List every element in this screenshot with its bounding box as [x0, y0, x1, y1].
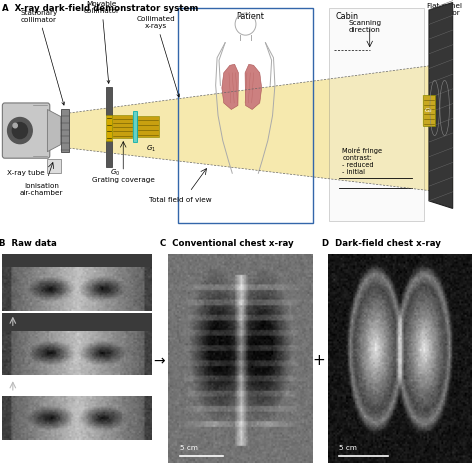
Text: +: +	[312, 353, 325, 368]
Bar	[112, 114, 132, 138]
Bar	[178, 7, 313, 224]
Text: 5 cm: 5 cm	[180, 445, 198, 451]
Text: Total field of view: Total field of view	[149, 197, 211, 203]
Bar	[423, 95, 435, 126]
Text: 5 cm: 5 cm	[339, 445, 357, 451]
Polygon shape	[69, 63, 453, 193]
Text: D  Dark-field chest x-ray: D Dark-field chest x-ray	[322, 239, 441, 248]
Bar	[137, 115, 159, 137]
Bar	[422, 95, 426, 126]
Text: B  Raw data: B Raw data	[0, 239, 57, 248]
Bar	[106, 114, 112, 140]
Bar	[61, 109, 69, 152]
Bar	[2, 312, 152, 332]
Bar	[2, 248, 152, 267]
Bar	[329, 7, 424, 221]
Polygon shape	[429, 2, 453, 208]
Bar	[106, 140, 112, 167]
Bar	[47, 159, 61, 173]
Text: X-ray tube: X-ray tube	[7, 170, 45, 176]
Polygon shape	[47, 109, 61, 152]
Text: Stationary
collimator: Stationary collimator	[20, 10, 64, 105]
Text: $\rightarrow$: $\rightarrow$	[151, 353, 166, 367]
Text: $G_0$: $G_0$	[110, 168, 120, 179]
Text: Collimated
x-rays: Collimated x-rays	[137, 16, 180, 97]
Text: Patient: Patient	[236, 12, 264, 20]
FancyBboxPatch shape	[2, 103, 50, 158]
Text: $G_2$: $G_2$	[424, 106, 434, 115]
Polygon shape	[222, 64, 238, 109]
Text: 5 cm: 5 cm	[10, 445, 27, 451]
Circle shape	[13, 123, 17, 128]
Circle shape	[12, 123, 27, 139]
Text: $G_1$: $G_1$	[146, 144, 155, 154]
Polygon shape	[245, 64, 262, 109]
Text: Movable
collimator: Movable collimator	[84, 1, 120, 83]
Text: Moiré fringe
contrast:
- reduced
- initial: Moiré fringe contrast: - reduced - initi…	[342, 146, 383, 175]
Text: Ionisation
air-chamber: Ionisation air-chamber	[20, 183, 64, 196]
Circle shape	[8, 118, 32, 144]
Text: Flat-panel
detector: Flat-panel detector	[427, 2, 463, 15]
Text: C  Conventional chest x-ray: C Conventional chest x-ray	[160, 239, 293, 248]
Text: A  X-ray dark-field demonstrator system: A X-ray dark-field demonstrator system	[2, 4, 199, 13]
Text: Cabin: Cabin	[335, 12, 358, 20]
Bar	[133, 112, 137, 142]
Text: Scanning
direction: Scanning direction	[348, 20, 382, 33]
Text: Grating coverage: Grating coverage	[92, 177, 155, 183]
Bar	[106, 87, 112, 114]
